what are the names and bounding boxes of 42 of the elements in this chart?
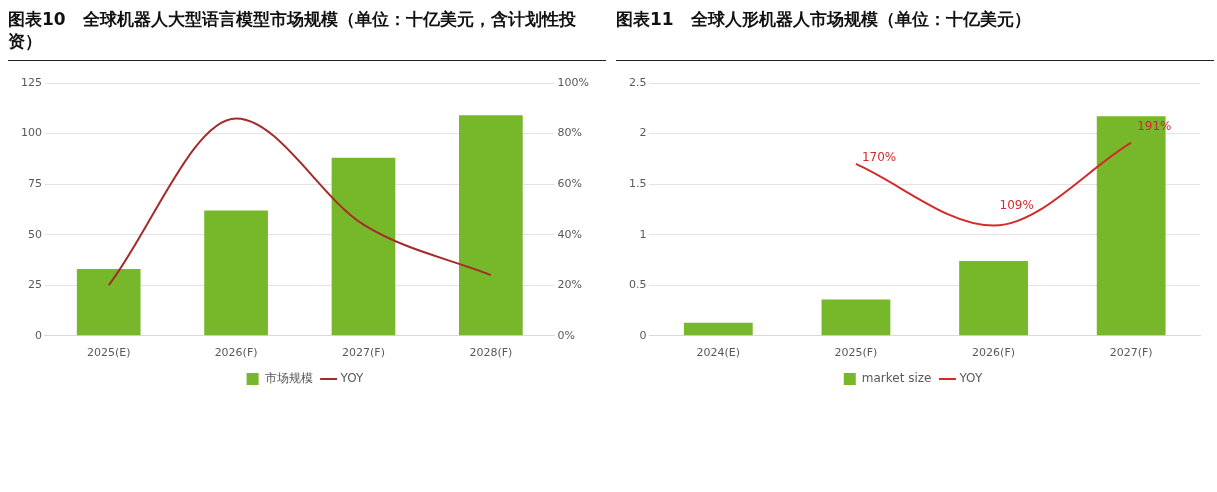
bar (821, 299, 891, 336)
y-tick-label: 25 (28, 278, 42, 292)
bar (204, 210, 268, 336)
chart-title: 图表10 全球机器人大型语言模型市场规模（单位：十亿美元，含计划性投资） (8, 8, 606, 61)
bar (683, 322, 753, 336)
y-tick-label: 1.5 (628, 176, 647, 190)
y-tick-label: 75 (28, 176, 42, 190)
y-tick-label: 0 (35, 328, 42, 342)
y2-tick-label: 0% (557, 328, 576, 342)
y-tick-label: 2.5 (628, 75, 647, 89)
bar (331, 157, 396, 336)
legend-label: 市场规模 (264, 371, 313, 386)
y2-tick-label: 100% (557, 75, 590, 89)
x-tick-label: 2025(E) (86, 346, 131, 360)
bar (459, 115, 523, 336)
legend-label: YOY (339, 371, 365, 386)
line-series (107, 117, 492, 287)
legend-label: market size (861, 371, 932, 386)
x-tick-label: 2027(F) (1109, 346, 1153, 360)
y-tick-label: 2 (639, 126, 647, 140)
x-tick-label: 2026(F) (972, 346, 1016, 360)
y-tick-label: 50 (28, 227, 42, 241)
x-tick-label: 2026(F) (214, 346, 258, 360)
data-label: 109% (999, 197, 1034, 212)
y2-tick-label: 80% (557, 126, 583, 140)
bar (76, 269, 141, 336)
data-label: 170% (861, 150, 897, 165)
x-tick-label: 2028(F) (469, 346, 513, 360)
x-tick-label: 2024(E) (696, 346, 741, 360)
y-tick-label: 1 (639, 227, 647, 241)
y2-tick-label: 60% (557, 176, 583, 190)
legend-label: YOY (958, 371, 983, 386)
x-tick-label: 2025(F) (834, 346, 878, 360)
y2-tick-label: 40% (557, 227, 583, 241)
y-tick-label: 0.5 (628, 278, 647, 292)
y2-tick-label: 20% (557, 278, 583, 292)
y-tick-label: 0 (639, 328, 647, 342)
y-tick-label: 125 (21, 75, 42, 89)
chart-title: 图表11 全球人形机器人市场规模（单位：十亿美元） (616, 8, 1214, 61)
y-tick-label: 100 (21, 126, 42, 140)
bar (959, 260, 1028, 336)
x-tick-label: 2027(F) (342, 346, 385, 360)
